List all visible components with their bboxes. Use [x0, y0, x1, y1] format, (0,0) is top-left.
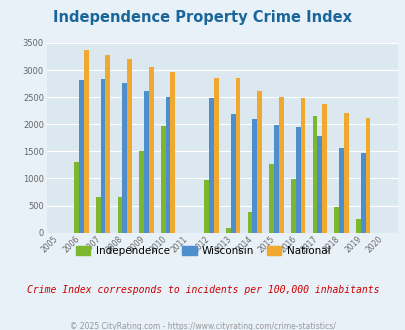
- Bar: [117, 197, 122, 233]
- Bar: [269, 164, 273, 233]
- Bar: [252, 119, 256, 233]
- Text: Crime Index corresponds to incidents per 100,000 inhabitants: Crime Index corresponds to incidents per…: [27, 285, 378, 295]
- Bar: [100, 79, 105, 233]
- Bar: [160, 126, 165, 233]
- Bar: [343, 113, 348, 233]
- Bar: [235, 78, 240, 233]
- Bar: [256, 91, 261, 233]
- Bar: [204, 180, 209, 233]
- Bar: [83, 50, 88, 233]
- Bar: [105, 55, 110, 233]
- Legend: Independence, Wisconsin, National: Independence, Wisconsin, National: [71, 242, 334, 260]
- Text: © 2025 CityRating.com - https://www.cityrating.com/crime-statistics/: © 2025 CityRating.com - https://www.city…: [70, 322, 335, 330]
- Bar: [334, 208, 338, 233]
- Text: Independence Property Crime Index: Independence Property Crime Index: [53, 10, 352, 25]
- Bar: [127, 59, 132, 233]
- Bar: [96, 197, 100, 233]
- Bar: [79, 80, 83, 233]
- Bar: [338, 148, 343, 233]
- Bar: [213, 78, 218, 233]
- Bar: [360, 153, 364, 233]
- Bar: [312, 116, 317, 233]
- Bar: [230, 114, 235, 233]
- Bar: [122, 83, 127, 233]
- Bar: [209, 98, 213, 233]
- Bar: [139, 151, 144, 233]
- Bar: [165, 97, 170, 233]
- Bar: [148, 67, 153, 233]
- Bar: [290, 179, 295, 233]
- Bar: [322, 104, 326, 233]
- Bar: [278, 97, 283, 233]
- Bar: [295, 127, 300, 233]
- Bar: [74, 162, 79, 233]
- Bar: [300, 98, 305, 233]
- Bar: [170, 72, 175, 233]
- Bar: [247, 212, 252, 233]
- Bar: [273, 125, 278, 233]
- Bar: [144, 91, 148, 233]
- Bar: [355, 219, 360, 233]
- Bar: [226, 228, 230, 233]
- Bar: [364, 118, 369, 233]
- Bar: [317, 136, 322, 233]
